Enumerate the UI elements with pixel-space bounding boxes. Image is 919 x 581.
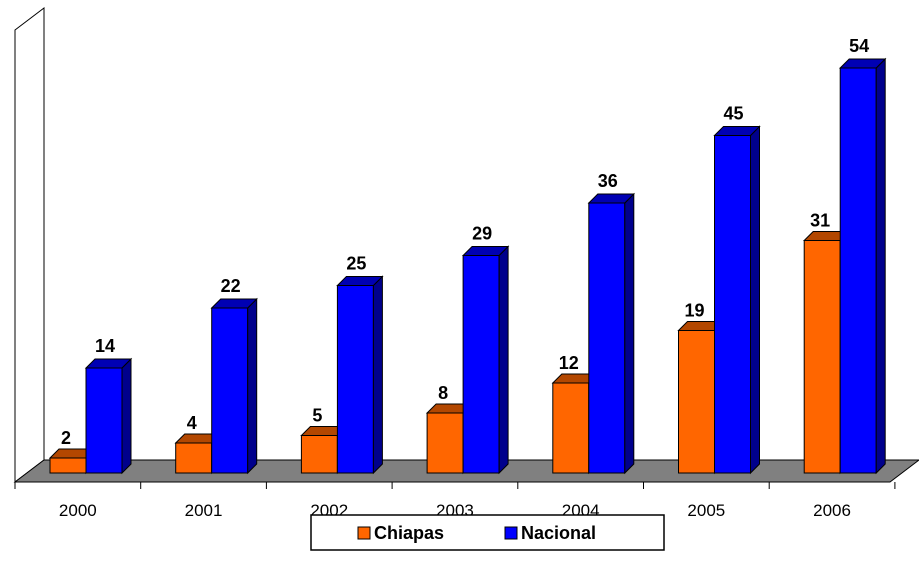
back-wall (14, 6, 45, 484)
bar-nacional-2006 (838, 57, 887, 475)
x-tick-label-2005: 2005 (687, 501, 725, 520)
legend: Chiapas Nacional (310, 514, 665, 551)
bar-nacional-2005 (713, 125, 761, 475)
data-label-chiapas-2006: 31 (810, 211, 830, 231)
data-label-chiapas-2001: 4 (187, 413, 197, 433)
legend-swatch-chiapas (357, 526, 371, 540)
data-label-chiapas-2005: 19 (684, 301, 704, 321)
bar-nacional-2002 (336, 275, 384, 475)
legend-label-chiapas: Chiapas (374, 523, 444, 543)
data-label-chiapas-2002: 5 (312, 406, 322, 426)
x-tick-label-2001: 2001 (185, 501, 223, 520)
data-labels: 2 14 4 22 5 25 8 29 12 36 19 45 31 54 (61, 36, 869, 448)
data-label-chiapas-2000: 2 (61, 428, 71, 448)
bar-nacional-2003 (461, 245, 510, 475)
data-label-nacional-2006: 54 (849, 36, 869, 56)
data-label-chiapas-2004: 12 (559, 353, 579, 373)
x-tick-label-2000: 2000 (59, 501, 97, 520)
data-label-nacional-2002: 25 (346, 254, 366, 274)
data-label-nacional-2005: 45 (723, 104, 743, 124)
data-label-nacional-2003: 29 (472, 224, 492, 244)
data-label-nacional-2004: 36 (598, 171, 618, 191)
x-axis-ticks (14, 482, 896, 489)
bar-nacional-2004 (587, 192, 636, 475)
data-label-nacional-2000: 14 (95, 336, 115, 356)
data-label-chiapas-2003: 8 (438, 383, 448, 403)
legend-label-nacional: Nacional (521, 523, 596, 543)
bar-nacional-2000 (84, 357, 133, 475)
data-label-nacional-2001: 22 (221, 276, 241, 296)
x-tick-label-2006: 2006 (813, 501, 851, 520)
bar-nacional-2001 (210, 297, 258, 475)
bars (48, 57, 887, 475)
legend-swatch-nacional (504, 526, 518, 540)
